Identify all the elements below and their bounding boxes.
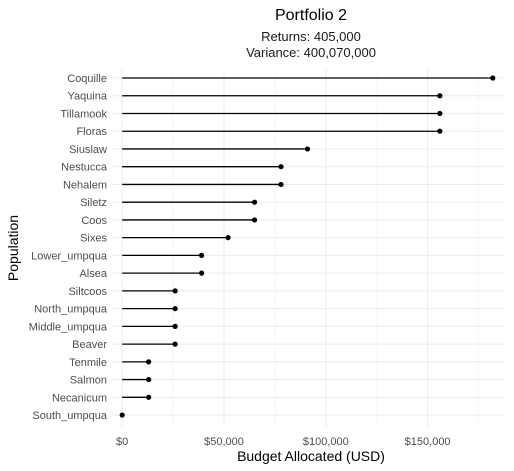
lollipop-point (251, 217, 258, 223)
lollipop-point (198, 252, 205, 258)
lollipop-point (225, 235, 231, 241)
y-tick-label: Siuslaw (69, 144, 107, 156)
y-tick-label: Nehalem (63, 179, 107, 191)
lollipop-point (437, 128, 443, 134)
y-tick-label: Middle_umpqua (29, 321, 108, 333)
y-tick-label: Tenmile (69, 357, 107, 369)
lollipop-point (172, 306, 178, 312)
y-tick-label: Coquille (67, 73, 107, 85)
y-axis-title: Population (5, 215, 21, 281)
y-tick-label: Necanicum (52, 392, 107, 404)
lollipop-point (146, 376, 152, 383)
x-tick-labels: $0 $50,000 $100,000 $150,000 (116, 436, 451, 448)
data-marks (119, 75, 496, 418)
y-tick-label: North_umpqua (34, 304, 108, 316)
y-tick-label: Floras (76, 126, 107, 138)
lollipop-point (251, 199, 258, 205)
lollipop-point (278, 181, 284, 188)
grid-layer (112, 69, 505, 427)
x-tick-label: $0 (116, 436, 128, 448)
y-tick-label: Salmon (70, 375, 107, 387)
lollipop-point (146, 394, 152, 400)
y-tick-labels: Coquille Yaquina Tillamook Floras Siuslaw Nes… (29, 73, 108, 422)
x-axis-title: Budget Allocated (USD) (237, 448, 385, 464)
y-tick-label: Lower_umpqua (31, 250, 108, 262)
lollipop-point (172, 288, 178, 294)
y-tick-label: Tillamook (60, 108, 107, 120)
y-tick-label: South_umpqua (32, 410, 107, 422)
lollipop-point (304, 146, 311, 152)
y-tick-label: Siletz (80, 197, 107, 209)
y-tick-label: Alsea (79, 268, 107, 280)
chart-subtitle-line-1: Returns: 405,000 (261, 29, 361, 44)
x-tick-label: $150,000 (405, 436, 451, 448)
lollipop-point (172, 341, 178, 347)
y-tick-label: Coos (81, 215, 107, 227)
lollipop-point (490, 75, 496, 81)
lollipop-point (437, 93, 443, 99)
x-tick-label: $50,000 (204, 436, 244, 448)
lollipop-point (278, 164, 284, 170)
y-tick-label: Yaquina (67, 91, 107, 103)
y-tick-label: Siltcoos (68, 286, 107, 298)
x-tick-label: $100,000 (303, 436, 349, 448)
y-tick-label: Beaver (72, 339, 107, 351)
y-tick-label: Nestucca (61, 162, 108, 174)
lollipop-point (437, 110, 443, 117)
lollipop-point (119, 412, 125, 418)
lollipop-point (198, 270, 205, 276)
lollipop-point (146, 359, 152, 365)
chart-title: Portfolio 2 (275, 7, 347, 24)
chart-subtitle-line-2: Variance: 400,070,000 (246, 45, 376, 60)
y-tick-label: Sixes (80, 233, 107, 245)
lollipop-point (172, 323, 178, 329)
